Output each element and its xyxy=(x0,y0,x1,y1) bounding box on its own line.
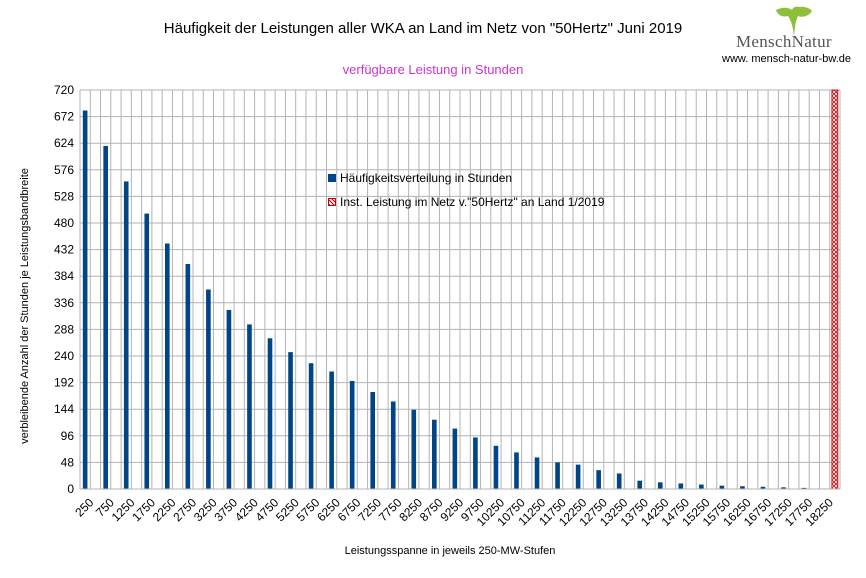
bar-frequency xyxy=(637,480,643,489)
x-tick-label: 250 xyxy=(72,495,96,519)
y-tick-label: 720 xyxy=(54,83,74,97)
y-tick-label: 96 xyxy=(61,429,75,443)
y-tick-label: 432 xyxy=(54,243,74,257)
bar-frequency xyxy=(267,338,273,489)
y-tick-label: 0 xyxy=(67,482,74,496)
y-tick-label: 480 xyxy=(54,216,74,230)
bar-frequency xyxy=(781,487,786,489)
bar-frequency xyxy=(514,452,519,489)
x-axis-label: Leistungsspanne in jeweils 250-MW-Stufen xyxy=(344,545,556,557)
bar-frequency xyxy=(575,464,581,489)
bar-frequency xyxy=(760,486,766,489)
bar-frequency xyxy=(534,457,540,489)
y-tick-label: 672 xyxy=(54,110,74,124)
bar-frequency xyxy=(473,437,478,489)
chart-subtitle: verfügbare Leistung in Stunden xyxy=(342,62,524,77)
logo-text: MenschNatur xyxy=(736,32,832,51)
legend: Häufigkeitsverteilung in Stunden Inst. L… xyxy=(328,170,604,218)
bar-frequency xyxy=(123,181,129,489)
bar-frequency xyxy=(493,445,499,489)
bar-frequency xyxy=(452,428,458,489)
bar-frequency xyxy=(370,392,376,489)
chart-title: Häufigkeit der Leistungen aller WKA an L… xyxy=(163,20,683,37)
bar-frequency xyxy=(226,310,232,489)
legend-swatch-blue xyxy=(328,174,336,182)
y-tick-label: 144 xyxy=(54,402,74,416)
y-axis-label: verbleibende Anzahl der Stunden je Leist… xyxy=(19,168,31,444)
bar-installed-capacity xyxy=(831,89,839,490)
y-tick-label: 576 xyxy=(54,163,74,177)
logo: MenschNatur www. mensch-natur-bw.de xyxy=(722,6,862,68)
legend-label-frequency: Häufigkeitsverteilung in Stunden xyxy=(340,171,513,185)
y-tick-label: 48 xyxy=(61,455,75,469)
bar-frequency xyxy=(616,473,622,489)
ginkgo-leaf-icon xyxy=(776,6,812,36)
bar-frequency xyxy=(164,243,170,489)
bar-frequency xyxy=(719,485,725,489)
y-tick-label: 384 xyxy=(54,269,74,283)
bar-frequency xyxy=(555,462,560,489)
bar-frequency xyxy=(82,110,88,490)
bar-frequency xyxy=(801,487,807,489)
y-tick-label: 288 xyxy=(54,322,74,336)
bar-frequency xyxy=(596,470,601,489)
bar-frequency xyxy=(699,484,704,489)
bar-frequency xyxy=(206,289,211,489)
bar-frequency xyxy=(411,409,417,489)
logo-url: www. mensch-natur-bw.de xyxy=(722,53,851,65)
y-tick-label: 624 xyxy=(54,136,74,150)
bar-frequency xyxy=(308,363,314,489)
y-tick-label: 240 xyxy=(54,349,74,363)
bar-frequency xyxy=(432,419,437,489)
bar-frequency xyxy=(103,145,108,490)
legend-item-installed: Inst. Leistung im Netz v."50Hertz" an La… xyxy=(328,194,604,218)
bar-frequency xyxy=(349,380,355,489)
bar-frequency xyxy=(390,401,396,489)
bar-frequency xyxy=(678,483,684,489)
y-tick-label: 336 xyxy=(54,296,74,310)
bar-frequency xyxy=(740,486,745,489)
legend-label-installed: Inst. Leistung im Netz v."50Hertz" an La… xyxy=(340,195,605,209)
bar-frequency xyxy=(144,213,150,489)
bar-frequency xyxy=(329,371,334,489)
legend-item-frequency: Häufigkeitsverteilung in Stunden xyxy=(328,170,604,194)
legend-swatch-hatch xyxy=(328,198,336,206)
bar-frequency xyxy=(657,482,663,489)
bar-frequency xyxy=(185,264,191,489)
y-tick-label: 192 xyxy=(54,376,74,390)
bar-frequency xyxy=(288,352,293,489)
y-tick-label: 528 xyxy=(54,189,74,203)
bar-frequency xyxy=(247,324,252,489)
